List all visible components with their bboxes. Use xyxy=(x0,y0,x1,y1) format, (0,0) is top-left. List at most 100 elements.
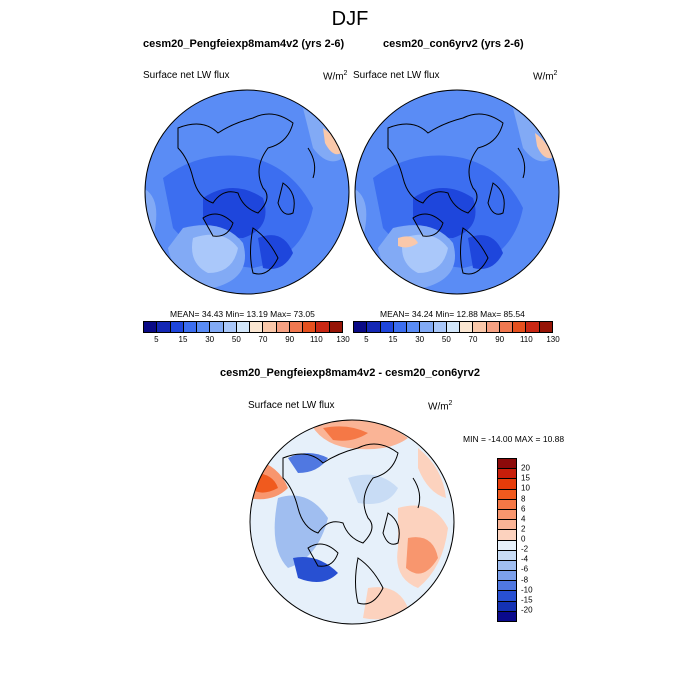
colorbar-tick-label: 90 xyxy=(495,335,505,344)
colorbar-swatch xyxy=(499,322,514,332)
colorbar-tick-label: 50 xyxy=(231,335,241,344)
colorbar-swatch xyxy=(223,322,237,332)
colorbar-tick-label: 30 xyxy=(415,335,425,344)
colorbar-tick-label: 4 xyxy=(521,514,526,524)
colorbar-tick-label: -15 xyxy=(521,595,533,605)
colorbar-swatch xyxy=(144,322,158,332)
colorbar-tick-label: 5 xyxy=(364,335,369,344)
colorbar-swatch xyxy=(157,322,171,332)
panel3-stats: MIN = -14.00 MAX = 10.88 xyxy=(463,434,565,444)
colorbar-tick-label: -6 xyxy=(521,564,529,574)
colorbar-tick-label: 50 xyxy=(441,335,451,344)
colorbar-swatch xyxy=(170,322,184,332)
colorbar-swatch xyxy=(354,322,368,332)
colorbar-swatch xyxy=(393,322,408,332)
colorbar-tick-label: 15 xyxy=(388,335,398,344)
colorbar-tick-label: 8 xyxy=(521,494,526,503)
colorbar-tick-label: 130 xyxy=(336,335,350,344)
colorbar-tick-label: 15 xyxy=(521,473,530,483)
colorbar-swatch xyxy=(498,469,516,480)
colorbar-tick-label: 70 xyxy=(258,335,268,344)
panel2-colorbar-swatches xyxy=(353,321,553,333)
colorbar-swatch xyxy=(420,322,434,332)
colorbar-swatch xyxy=(250,322,264,332)
colorbar-swatch xyxy=(433,322,447,332)
colorbar-swatch xyxy=(498,581,516,592)
colorbar-swatch xyxy=(498,601,516,612)
colorbar-tick-label: 130 xyxy=(546,335,560,344)
panel3-polar-map xyxy=(249,419,455,625)
panel1-variable-label: Surface net LW flux xyxy=(143,70,230,81)
colorbar-swatch xyxy=(473,322,487,332)
colorbar-tick-label: 10 xyxy=(521,483,530,493)
colorbar-swatch xyxy=(446,322,461,332)
colorbar-swatch xyxy=(498,591,516,602)
colorbar-swatch xyxy=(316,322,330,332)
panel1-title: cesm20_Pengfeiexp8mam4v2 (yrs 2-6) xyxy=(143,38,345,50)
colorbar-swatch xyxy=(539,322,552,332)
colorbar-swatch xyxy=(407,322,421,332)
colorbar-swatch xyxy=(329,322,342,332)
panel2-colorbar: 5 15 30 50 70 90 110 130 xyxy=(353,321,560,349)
colorbar-tick-label: 6 xyxy=(521,504,526,514)
panel3-unit-label: W/m2 xyxy=(428,400,453,413)
colorbar-swatch xyxy=(498,560,516,572)
colorbar-swatch xyxy=(513,322,527,332)
figure-title: DJF xyxy=(331,8,369,30)
panel2-colorbar-ticks: 5 15 30 50 70 90 110 130 xyxy=(353,335,560,349)
colorbar-swatch xyxy=(498,571,516,582)
panel1-colorbar-ticks: 5 15 30 50 70 90 110 130 xyxy=(143,335,350,349)
panel1-polar-map xyxy=(144,89,350,295)
colorbar-tick-label: 0 xyxy=(521,534,526,544)
colorbar-tick-label: 20 xyxy=(521,463,530,473)
colorbar-swatch xyxy=(197,322,211,332)
panel3-title: cesm20_Pengfeiexp8mam4v2 - cesm20_con6yr… xyxy=(220,367,480,379)
panel1-colorbar-swatches xyxy=(143,321,343,333)
colorbar-tick-label: -20 xyxy=(521,605,533,615)
colorbar-swatch xyxy=(498,489,516,500)
panel3-variable-label: Surface net LW flux xyxy=(248,400,335,411)
panel3-colorbar: 20 15 10 8 6 4 2 0 -2 -4 -6 -8 -10 -15 -20 xyxy=(497,458,533,622)
colorbar-swatch xyxy=(498,499,516,510)
colorbar-tick-label: 70 xyxy=(468,335,478,344)
colorbar-swatch xyxy=(498,611,516,621)
colorbar-tick-label: -8 xyxy=(521,575,529,584)
colorbar-tick-label: 2 xyxy=(521,524,526,534)
colorbar-tick-label: 30 xyxy=(205,335,215,344)
colorbar-tick-label: -2 xyxy=(521,544,529,554)
colorbar-swatch xyxy=(498,530,516,541)
colorbar-swatch xyxy=(380,322,394,332)
colorbar-swatch xyxy=(210,322,224,332)
colorbar-swatch xyxy=(526,322,540,332)
colorbar-swatch xyxy=(498,540,516,551)
colorbar-swatch xyxy=(498,520,516,531)
colorbar-tick-label: 110 xyxy=(309,335,323,344)
panel1-stats: MEAN= 34.43 Min= 13.19 Max= 73.05 xyxy=(170,309,315,319)
colorbar-swatch xyxy=(498,550,516,561)
panel2-unit-label: W/m2 xyxy=(533,70,558,83)
colorbar-swatch xyxy=(236,322,251,332)
colorbar-swatch xyxy=(276,322,290,332)
colorbar-swatch xyxy=(303,322,317,332)
colorbar-tick-label: 15 xyxy=(178,335,188,344)
panel1-colorbar: 5 15 30 50 70 90 110 130 xyxy=(143,321,350,349)
panel2-polar-map xyxy=(354,89,560,295)
colorbar-tick-label: -10 xyxy=(521,585,533,595)
panel2-variable-label: Surface net LW flux xyxy=(353,70,440,81)
colorbar-swatch xyxy=(183,322,198,332)
colorbar-tick-label: 5 xyxy=(154,335,159,344)
panel2-title: cesm20_con6yrv2 (yrs 2-6) xyxy=(383,38,524,50)
colorbar-swatch xyxy=(263,322,277,332)
colorbar-tick-label: -4 xyxy=(521,554,529,564)
panel3-colorbar-swatches xyxy=(497,458,517,622)
panel1-unit-label: W/m2 xyxy=(323,70,348,83)
colorbar-swatch xyxy=(460,322,474,332)
colorbar-swatch xyxy=(289,322,304,332)
colorbar-tick-label: 110 xyxy=(519,335,533,344)
panel3-colorbar-ticks: 20 15 10 8 6 4 2 0 -2 -4 -6 -8 -10 -15 -20 xyxy=(521,458,551,620)
colorbar-swatch xyxy=(498,509,516,521)
colorbar-swatch xyxy=(498,459,516,470)
colorbar-swatch xyxy=(367,322,381,332)
colorbar-tick-label: 90 xyxy=(285,335,295,344)
panel2-stats: MEAN= 34.24 Min= 12.88 Max= 85.54 xyxy=(380,309,525,319)
